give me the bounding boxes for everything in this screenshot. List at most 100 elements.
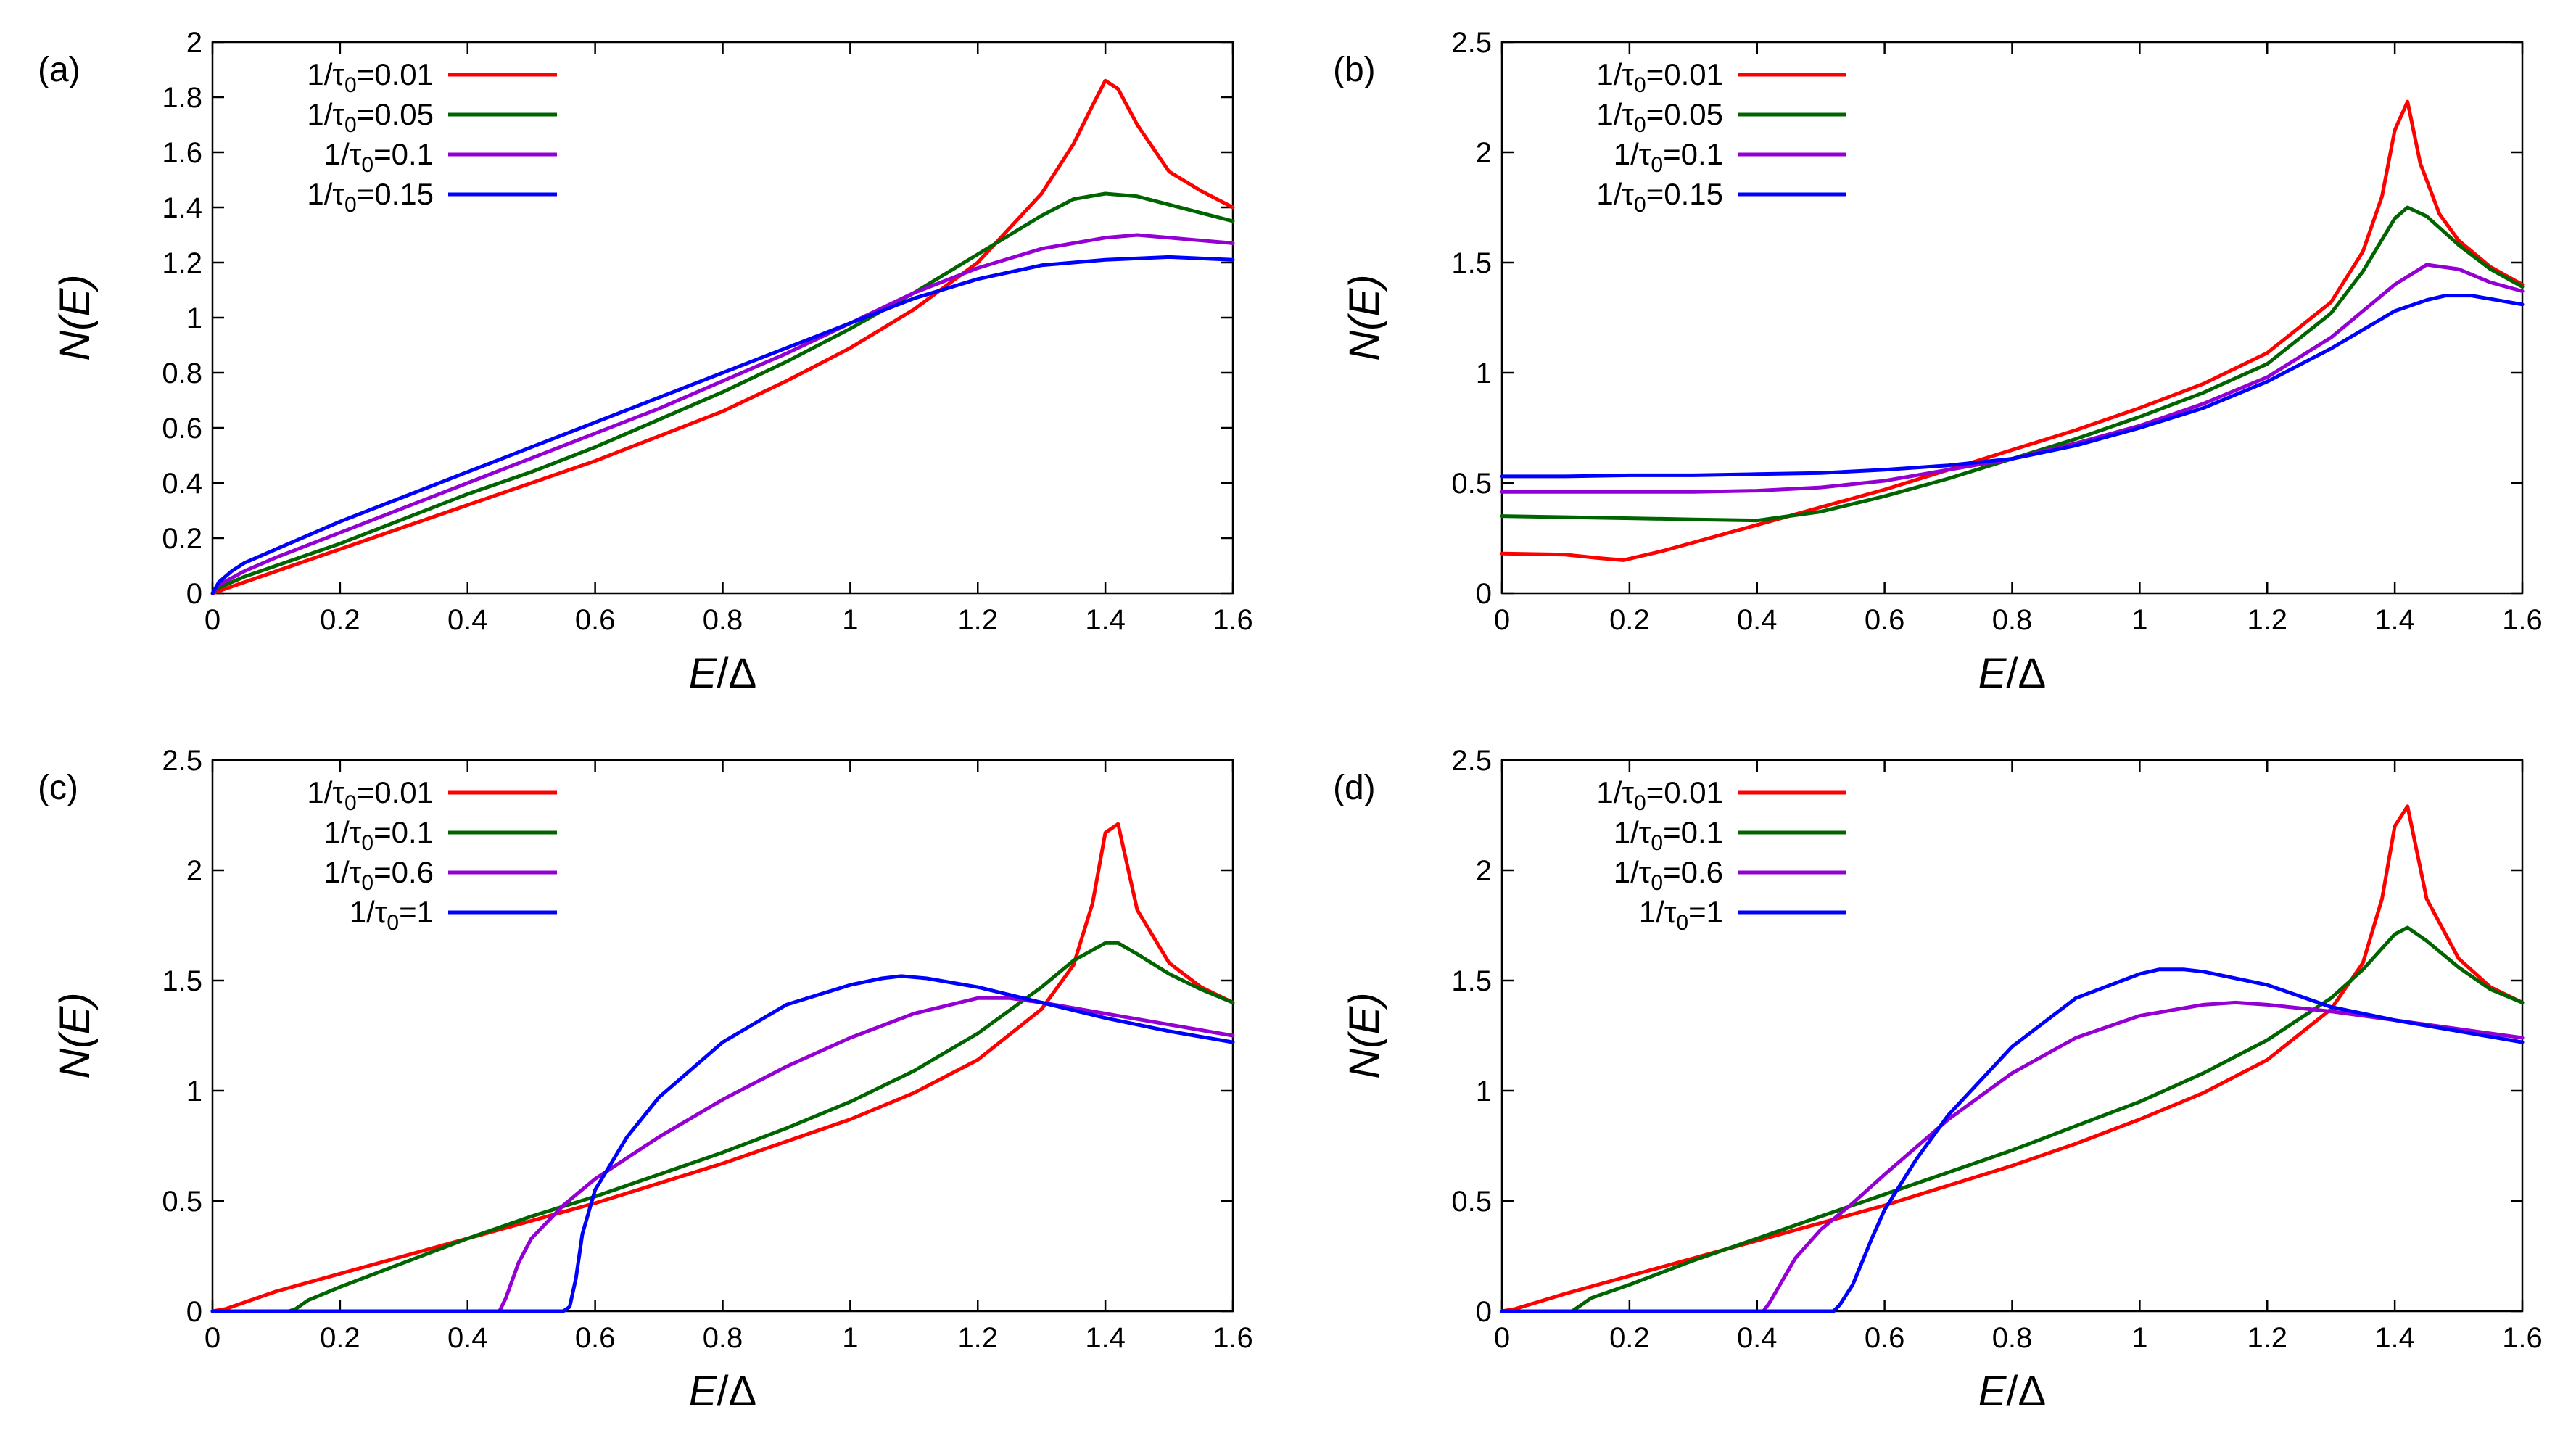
- series-line-4: [210, 255, 1235, 595]
- y-tick-label: 1.8: [162, 82, 202, 114]
- chart-panel-a: 0 0.2 0.4 0.6 0.8 1 1.2 1.4 1.6 0 0.2 0.4 0.6 0.8 1 1.2…: [38, 27, 1253, 697]
- series-line-2: [210, 191, 1235, 595]
- x-tick-label: 1: [2131, 1322, 2147, 1354]
- x-tick-label: 0: [205, 604, 220, 636]
- x-tick-label: 1.6: [1213, 604, 1253, 636]
- y-tick-label: 0.6: [162, 413, 202, 445]
- x-tick-label: 0.4: [1737, 604, 1778, 636]
- y-tick-label: 0: [186, 1296, 202, 1328]
- legend-label: 1/τ0=0.6: [324, 855, 434, 895]
- series-line-4: [1500, 294, 2525, 479]
- x-tick-label: 1.4: [1085, 604, 1126, 636]
- panel-label: (a): [38, 51, 80, 89]
- x-axis-label: E/Δ: [689, 1368, 757, 1415]
- series-line-3: [210, 233, 1235, 595]
- legend-label: 1/τ0=0.1: [324, 137, 434, 177]
- x-tick-label: 0.8: [703, 604, 743, 636]
- legend-label: 1/τ0=0.15: [307, 177, 434, 217]
- x-tick-label: 0.6: [1865, 1322, 1905, 1354]
- legend-label: 1/τ0=0.15: [1596, 177, 1723, 217]
- y-tick-label: 1: [1476, 358, 1492, 389]
- y-axis-label: N(E): [51, 274, 99, 360]
- y-tick-label: 0.8: [162, 358, 202, 389]
- legend-label: 1/τ0=0.6: [1614, 855, 1723, 895]
- y-tick-label: 1: [186, 1076, 202, 1107]
- x-tick-label: 1.4: [2374, 604, 2415, 636]
- panel-label: (c): [38, 769, 78, 807]
- series-line-3: [210, 996, 1235, 1313]
- x-tick-label: 0.4: [1737, 1322, 1778, 1354]
- x-tick-label: 0.2: [320, 1322, 360, 1354]
- series-line-3: [1500, 263, 2525, 494]
- series-line-4: [210, 974, 1235, 1313]
- y-axis-label: N(E): [1341, 274, 1388, 360]
- series-line-1: [210, 822, 1235, 1313]
- chart-panel-c: 0 0.2 0.4 0.6 0.8 1 1.2 1.4 1.6 0 0.5 1 1.5 2 2.5 E/Δ N(…: [38, 745, 1253, 1415]
- y-tick-label: 0.4: [162, 468, 202, 500]
- y-tick-label: 0: [186, 578, 202, 610]
- y-tick-label: 0.2: [162, 523, 202, 555]
- x-tick-label: 1.2: [957, 604, 998, 636]
- y-tick-label: 2: [1476, 137, 1492, 169]
- x-tick-label: 0: [205, 1322, 220, 1354]
- x-tick-label: 1: [842, 1322, 858, 1354]
- y-tick-label: 1.5: [1451, 965, 1492, 997]
- legend-label: 1/τ0=0.01: [1596, 775, 1723, 815]
- y-tick-label: 1.2: [162, 247, 202, 279]
- x-tick-label: 1.6: [2502, 604, 2543, 636]
- x-tick-label: 1: [842, 604, 858, 636]
- x-tick-label: 1.2: [957, 1322, 998, 1354]
- y-tick-label: 0.5: [1451, 468, 1492, 500]
- x-tick-label: 1.2: [2247, 1322, 2287, 1354]
- y-axis-label: N(E): [51, 992, 99, 1078]
- x-tick-label: 0.4: [447, 1322, 488, 1354]
- y-tick-label: 0: [1476, 1296, 1492, 1328]
- x-tick-label: 0.6: [575, 1322, 616, 1354]
- y-tick-label: 2.5: [1451, 27, 1492, 59]
- y-tick-label: 1.4: [162, 192, 202, 224]
- x-tick-label: 1.4: [1085, 1322, 1126, 1354]
- legend-label: 1/τ0=0.05: [307, 97, 434, 137]
- y-tick-label: 1: [186, 302, 202, 334]
- x-tick-label: 0.6: [1865, 604, 1905, 636]
- panel-label: (d): [1333, 769, 1376, 807]
- x-tick-label: 1.4: [2374, 1322, 2415, 1354]
- x-axis-label: E/Δ: [1978, 650, 2047, 697]
- legend-label: 1/τ0=1: [1639, 895, 1723, 935]
- x-tick-label: 1.6: [1213, 1322, 1253, 1354]
- legend-label: 1/τ0=1: [350, 895, 434, 935]
- y-tick-label: 2: [186, 855, 202, 887]
- x-tick-label: 0.2: [1609, 604, 1650, 636]
- chart-panel-b: 0 0.2 0.4 0.6 0.8 1 1.2 1.4 1.6 0 0.5 1 1.5 2 2.5 E/Δ N(…: [1333, 27, 2543, 697]
- series-line-2: [1500, 925, 2525, 1313]
- y-tick-label: 1.5: [1451, 247, 1492, 279]
- y-tick-label: 1.6: [162, 137, 202, 169]
- y-tick-label: 2.5: [1451, 745, 1492, 777]
- y-axis-label: N(E): [1341, 992, 1388, 1078]
- y-tick-label: 2.5: [162, 745, 202, 777]
- x-tick-label: 0.8: [1992, 604, 2033, 636]
- x-tick-label: 0: [1494, 1322, 1510, 1354]
- x-tick-label: 0.6: [575, 604, 616, 636]
- y-tick-label: 0.5: [1451, 1186, 1492, 1218]
- x-tick-label: 0.4: [447, 604, 488, 636]
- x-tick-label: 0.2: [320, 604, 360, 636]
- series-line-2: [1500, 205, 2525, 523]
- legend-label: 1/τ0=0.1: [1614, 815, 1723, 855]
- x-axis-label: E/Δ: [1978, 1368, 2047, 1415]
- y-tick-label: 1.5: [162, 965, 202, 997]
- series-line-3: [1500, 1000, 2525, 1313]
- legend-label: 1/τ0=0.05: [1596, 97, 1723, 137]
- chart-panel-d: 0 0.2 0.4 0.6 0.8 1 1.2 1.4 1.6 0 0.5 1 1.5 2 2.5 E/Δ N(…: [1333, 745, 2543, 1415]
- legend-label: 1/τ0=0.01: [307, 57, 434, 97]
- y-tick-label: 1: [1476, 1076, 1492, 1107]
- x-axis-label: E/Δ: [689, 650, 757, 697]
- legend-label: 1/τ0=0.01: [307, 775, 434, 815]
- x-tick-label: 1.6: [2502, 1322, 2543, 1354]
- series-line-1: [1500, 99, 2525, 562]
- y-tick-label: 0.5: [162, 1186, 202, 1218]
- x-tick-label: 0.2: [1609, 1322, 1650, 1354]
- y-tick-label: 2: [1476, 855, 1492, 887]
- x-tick-label: 1: [2131, 604, 2147, 636]
